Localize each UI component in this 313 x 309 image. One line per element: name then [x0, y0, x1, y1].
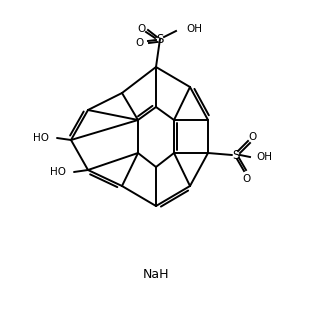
- Text: HO: HO: [50, 167, 66, 177]
- Text: O: O: [248, 132, 256, 142]
- Text: OH: OH: [256, 152, 272, 162]
- Text: S: S: [232, 149, 240, 162]
- Text: S: S: [156, 32, 164, 45]
- Text: HO: HO: [33, 133, 49, 143]
- Text: OH: OH: [186, 24, 202, 34]
- Text: NaH: NaH: [143, 269, 169, 281]
- Text: O: O: [135, 38, 143, 48]
- Text: O: O: [137, 24, 145, 34]
- Text: O: O: [242, 174, 250, 184]
